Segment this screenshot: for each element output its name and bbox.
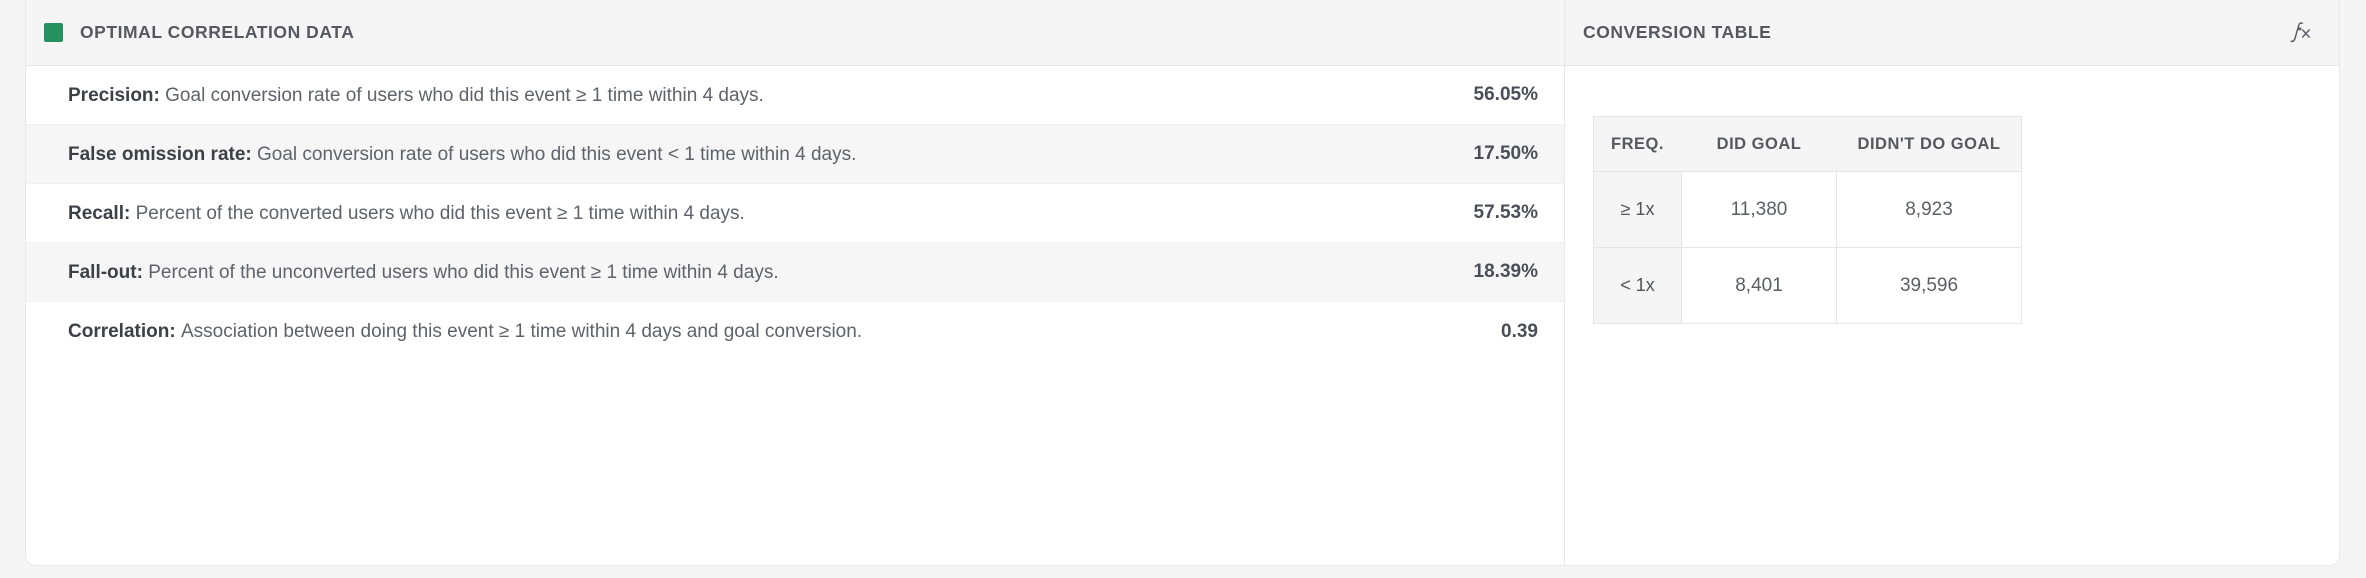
metric-row-false-omission-rate[interactable]: False omission rate: Goal conversion rat… <box>26 125 1564 184</box>
metric-row-fall-out[interactable]: Fall-out: Percent of the unconverted use… <box>26 243 1564 302</box>
conversion-table: FREQ. DID GOAL DIDN'T DO GOAL ≥ 1x 11,38… <box>1593 116 2022 324</box>
metric-description: False omission rate: Goal conversion rat… <box>68 145 856 164</box>
green-square-icon <box>44 23 63 42</box>
table-header-row: FREQ. DID GOAL DIDN'T DO GOAL <box>1593 116 2022 172</box>
panels-container: OPTIMAL CORRELATION DATA Precision: Goal… <box>26 0 2339 565</box>
metric-row-correlation[interactable]: Correlation: Association between doing t… <box>26 302 1564 361</box>
cell-ge1x-did-goal: 11,380 <box>1681 171 1837 248</box>
metric-value: 0.39 <box>1501 320 1538 342</box>
metric-description-text: Goal conversion rate of users who did th… <box>165 84 764 106</box>
conversion-table-body-rows: ≥ 1x 11,380 8,923 < 1x 8,401 39,596 <box>1593 171 2022 324</box>
metric-value: 57.53% <box>1473 202 1538 223</box>
metric-value: 17.50% <box>1473 143 1538 164</box>
table-row: ≥ 1x 11,380 8,923 <box>1593 171 2022 248</box>
metric-description: Recall: Percent of the converted users w… <box>68 204 745 223</box>
metric-label: Recall: <box>68 202 131 224</box>
metric-list: Precision: Goal conversion rate of users… <box>26 66 1564 361</box>
conversion-table-body: FREQ. DID GOAL DIDN'T DO GOAL ≥ 1x 11,38… <box>1565 66 2339 565</box>
metric-description-text: Percent of the unconverted users who did… <box>148 261 779 283</box>
metric-label: Precision: <box>68 84 160 106</box>
metric-description-text: Association between doing this event ≥ 1… <box>180 321 863 342</box>
cell-lt1x-didnt-do-goal: 39,596 <box>1836 247 2022 324</box>
row-header-freq-ge-1x: ≥ 1x <box>1593 171 1682 248</box>
metric-row-precision[interactable]: Precision: Goal conversion rate of users… <box>26 66 1564 125</box>
table-row: < 1x 8,401 39,596 <box>1593 247 2022 324</box>
optimal-correlation-title: OPTIMAL CORRELATION DATA <box>80 22 355 42</box>
cell-ge1x-didnt-do-goal: 8,923 <box>1836 171 2022 248</box>
fx-icon[interactable] <box>2283 16 2317 50</box>
conversion-table-header: CONVERSION TABLE <box>1565 0 2339 66</box>
conversion-table-panel: CONVERSION TABLE FREQ. <box>1565 0 2339 565</box>
metric-label: Correlation: <box>68 321 176 342</box>
metric-value: 56.05% <box>1473 84 1538 105</box>
metric-label: False omission rate: <box>68 143 252 165</box>
optimal-correlation-header: OPTIMAL CORRELATION DATA <box>26 0 1564 66</box>
conversion-table-title: CONVERSION TABLE <box>1583 22 1772 42</box>
column-header-did-goal: DID GOAL <box>1681 116 1837 172</box>
optimal-correlation-panel: OPTIMAL CORRELATION DATA Precision: Goal… <box>26 0 1565 565</box>
row-header-freq-lt-1x: < 1x <box>1593 247 1682 324</box>
conversion-table-head: FREQ. DID GOAL DIDN'T DO GOAL <box>1593 116 2022 172</box>
analysis-card: OPTIMAL CORRELATION DATA Precision: Goal… <box>25 0 2340 566</box>
metric-description-text: Goal conversion rate of users who did th… <box>257 143 857 165</box>
column-header-didnt-do-goal: DIDN'T DO GOAL <box>1836 116 2022 172</box>
metric-row-recall[interactable]: Recall: Percent of the converted users w… <box>26 184 1564 243</box>
column-header-freq: FREQ. <box>1593 116 1682 172</box>
metric-description: Correlation: Association between doing t… <box>68 322 862 341</box>
metric-label: Fall-out: <box>68 261 143 283</box>
metric-description: Fall-out: Percent of the unconverted use… <box>68 263 779 282</box>
metric-description: Precision: Goal conversion rate of users… <box>68 86 764 105</box>
metric-description-text: Percent of the converted users who did t… <box>135 202 745 224</box>
cell-lt1x-did-goal: 8,401 <box>1681 247 1837 324</box>
metric-value: 18.39% <box>1473 261 1538 282</box>
